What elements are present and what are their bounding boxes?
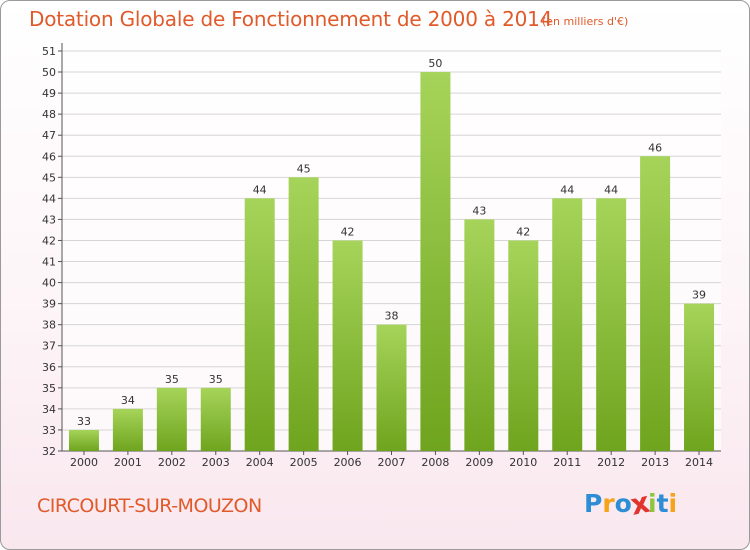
bar-value-label: 46 bbox=[648, 141, 662, 154]
x-tick-label: 2000 bbox=[70, 456, 98, 469]
y-tick-label: 47 bbox=[42, 129, 56, 142]
bar-value-label: 44 bbox=[604, 183, 618, 196]
x-tick-label: 2013 bbox=[641, 456, 669, 469]
x-tick-label: 2010 bbox=[509, 456, 537, 469]
bar-value-label: 43 bbox=[472, 204, 486, 217]
bar-value-label: 44 bbox=[253, 183, 267, 196]
bar-value-label: 45 bbox=[297, 162, 311, 175]
bar-value-label: 42 bbox=[341, 225, 355, 238]
bar bbox=[508, 240, 539, 451]
bar-value-label: 38 bbox=[385, 310, 399, 323]
x-tick-label: 2012 bbox=[597, 456, 625, 469]
y-tick-label: 33 bbox=[42, 424, 56, 437]
y-tick-label: 40 bbox=[42, 277, 56, 290]
chart-title: Dotation Globale de Fonctionnement de 20… bbox=[29, 7, 553, 31]
bar bbox=[420, 72, 451, 451]
y-tick-label: 37 bbox=[42, 340, 56, 353]
y-tick-label: 48 bbox=[42, 108, 56, 121]
bar bbox=[68, 429, 99, 451]
x-tick-label: 2007 bbox=[378, 456, 406, 469]
bar-value-label: 35 bbox=[165, 373, 179, 386]
bar bbox=[596, 198, 627, 451]
y-tick-label: 32 bbox=[42, 445, 56, 458]
x-tick-label: 2002 bbox=[158, 456, 186, 469]
y-tick-label: 51 bbox=[42, 45, 56, 58]
bar bbox=[552, 198, 583, 451]
logo-letter: r bbox=[602, 489, 615, 518]
x-tick-label: 2008 bbox=[421, 456, 449, 469]
y-tick-label: 39 bbox=[42, 298, 56, 311]
proxiti-logo: Proxiti bbox=[584, 485, 678, 521]
chart-subtitle: (en milliers d'€) bbox=[542, 15, 629, 28]
logo-letter: o bbox=[614, 489, 632, 518]
y-tick-label: 50 bbox=[42, 66, 56, 79]
x-tick-label: 2001 bbox=[114, 456, 142, 469]
y-tick-label: 36 bbox=[42, 361, 56, 374]
x-tick-label: 2011 bbox=[553, 456, 581, 469]
bar-value-label: 34 bbox=[121, 394, 135, 407]
bar bbox=[376, 324, 407, 451]
x-tick-label: 2004 bbox=[246, 456, 274, 469]
bar bbox=[640, 156, 671, 451]
logo-letter: P bbox=[584, 489, 603, 518]
bar-value-label: 39 bbox=[692, 289, 706, 302]
logo-letter: i bbox=[648, 489, 657, 518]
bar-value-label: 35 bbox=[209, 373, 223, 386]
bar bbox=[332, 240, 363, 451]
x-tick-label: 2006 bbox=[334, 456, 362, 469]
bar-value-label: 42 bbox=[516, 225, 530, 238]
x-tick-label: 2005 bbox=[290, 456, 318, 469]
bar bbox=[244, 198, 275, 451]
y-tick-label: 38 bbox=[42, 319, 56, 332]
y-tick-label: 46 bbox=[42, 150, 56, 163]
x-tick-label: 2014 bbox=[685, 456, 713, 469]
logo-letter: t bbox=[656, 489, 669, 518]
bar bbox=[288, 177, 319, 451]
x-tick-label: 2009 bbox=[465, 456, 493, 469]
y-tick-label: 42 bbox=[42, 234, 56, 247]
x-tick-label: 2003 bbox=[202, 456, 230, 469]
y-tick-label: 41 bbox=[42, 256, 56, 269]
bar bbox=[112, 408, 143, 451]
commune-name: CIRCOURT-SUR-MOUZON bbox=[37, 495, 262, 517]
y-tick-label: 34 bbox=[42, 403, 56, 416]
y-tick-label: 44 bbox=[42, 192, 56, 205]
y-tick-label: 45 bbox=[42, 171, 56, 184]
bar bbox=[200, 387, 231, 451]
bar bbox=[464, 219, 495, 451]
bar-value-label: 44 bbox=[560, 183, 574, 196]
bar bbox=[156, 387, 187, 451]
y-tick-label: 49 bbox=[42, 87, 56, 100]
y-tick-label: 43 bbox=[42, 213, 56, 226]
y-tick-label: 35 bbox=[42, 382, 56, 395]
bar-value-label: 50 bbox=[428, 57, 442, 70]
logo-letter: i bbox=[668, 489, 678, 518]
bar bbox=[684, 303, 715, 451]
bar-value-label: 33 bbox=[77, 415, 91, 428]
